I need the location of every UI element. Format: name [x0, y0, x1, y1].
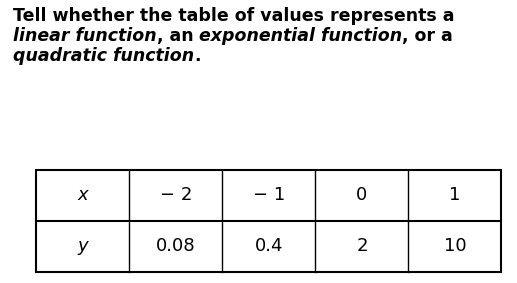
- Text: quadratic function: quadratic function: [13, 47, 194, 65]
- Bar: [36, 170, 501, 272]
- Text: Tell whether the table of values represents a: Tell whether the table of values represe…: [13, 7, 454, 25]
- Text: − 1: − 1: [253, 186, 285, 204]
- Text: linear function: linear function: [13, 27, 157, 45]
- Text: − 2: − 2: [160, 186, 192, 204]
- Text: 2: 2: [356, 237, 368, 255]
- Text: .: .: [194, 47, 201, 65]
- Text: 1: 1: [449, 186, 461, 204]
- Text: , an: , an: [157, 27, 199, 45]
- Text: x: x: [78, 186, 88, 204]
- Text: 0.4: 0.4: [254, 237, 283, 255]
- Text: , or a: , or a: [402, 27, 453, 45]
- Text: 0.08: 0.08: [156, 237, 195, 255]
- Text: y: y: [78, 237, 88, 255]
- Text: exponential function: exponential function: [199, 27, 402, 45]
- Text: 0: 0: [356, 186, 368, 204]
- Text: 10: 10: [444, 237, 466, 255]
